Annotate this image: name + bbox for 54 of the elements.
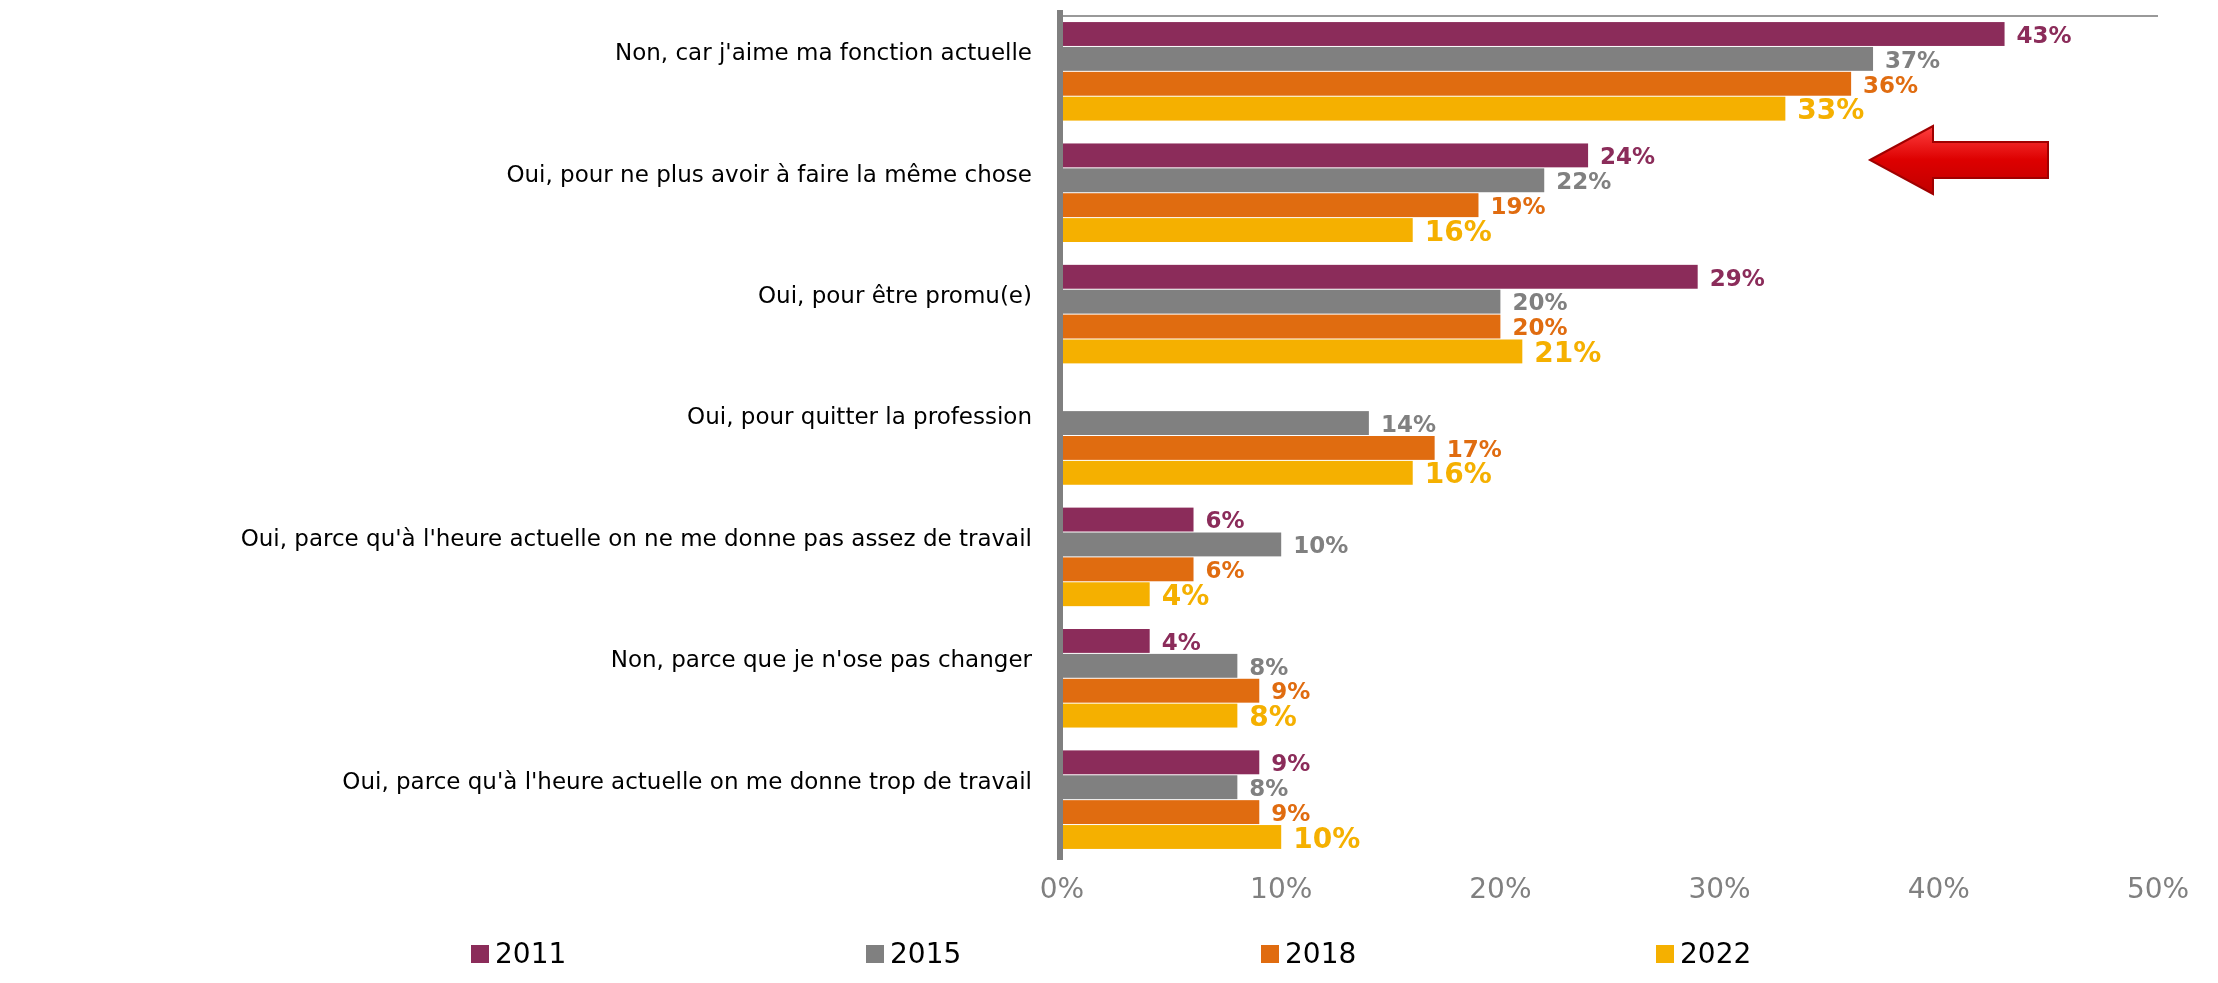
data-label: 29% [1709,264,1765,291]
bar [1062,193,1479,218]
legend-label: 2015 [890,937,962,970]
y-tick-label: Non, car j'aime ma fonction actuelle [614,39,1032,66]
data-label: 8% [1249,775,1289,801]
bar [1062,629,1150,653]
bar [1062,22,2005,46]
legend-label: 2022 [1680,937,1752,970]
bar [1062,314,1501,339]
data-label: 24% [1600,143,1656,170]
y-tick-label: Oui, pour être promu(e) [758,281,1032,308]
data-label: 4% [1161,628,1201,655]
data-label: 20% [1512,289,1568,316]
y-tick-label: Oui, parce qu'à l'heure actuelle on me donne trop de travail [342,767,1032,794]
x-tick-label: 10% [1250,872,1313,905]
x-tick-label: 30% [1688,872,1751,905]
bar [1062,678,1260,703]
data-label: 6% [1205,507,1245,534]
y-tick-label: Oui, pour quitter la profession [687,403,1032,430]
data-label: 37% [1885,46,1941,73]
bar [1062,71,1852,96]
bar [1062,143,1589,168]
bar [1062,264,1698,289]
bar [1062,339,1523,364]
data-label: 8% [1249,653,1289,680]
data-label: 19% [1490,192,1546,219]
bar [1062,703,1238,728]
legend-label: 2018 [1285,937,1357,970]
x-tick-label: 20% [1469,872,1532,905]
bar [1062,218,1413,242]
bar [1062,507,1194,532]
data-label: 16% [1424,214,1492,248]
x-tick-label: 50% [2126,872,2190,905]
bar [1062,800,1260,825]
bar [1062,750,1260,775]
x-tick-label: 40% [1907,872,1970,905]
data-label: 33% [1797,93,1865,127]
data-label: 22% [1556,168,1612,195]
data-label: 36% [1863,71,1919,98]
bar [1062,436,1435,460]
legend-label: 2011 [495,937,567,970]
x-tick-label: 0% [1039,872,1085,905]
data-label: 43% [2016,21,2072,48]
y-tick-label: Oui, parce qu'à l'heure actuelle on ne me donne pas assez de travail [240,524,1032,551]
y-tick-label: Oui, pour ne plus avoir à faire la même chose [506,160,1032,187]
data-label: 14% [1380,410,1436,437]
bar [1062,460,1413,485]
data-label: 10% [1293,532,1349,559]
data-label: 9% [1271,750,1311,777]
bar [1062,557,1194,582]
bar [1062,96,1786,121]
bar [1062,825,1282,849]
y-tick-label: Non, parce que je n'ose pas changer [610,646,1033,673]
bar [1062,582,1150,607]
